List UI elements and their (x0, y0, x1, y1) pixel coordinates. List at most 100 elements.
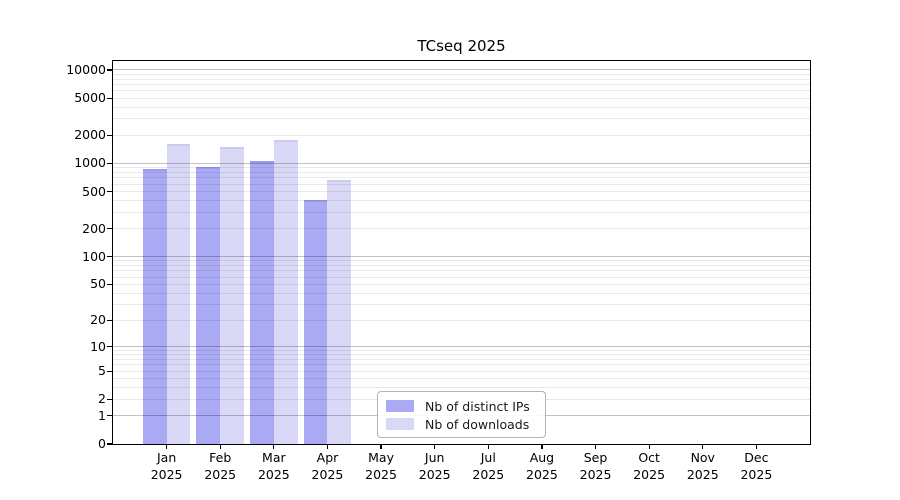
gridline-6000 (113, 90, 810, 92)
y-tick-mark-0 (107, 443, 112, 445)
gridline-80 (113, 265, 810, 267)
bar-distinct-ips-apr (303, 199, 328, 444)
x-tick-label-jul: Jul 2025 (472, 450, 505, 482)
y-tick-label-2000: 2000 (74, 127, 106, 143)
y-tick-mark-5000 (107, 97, 112, 99)
gridline-7 (113, 359, 810, 361)
x-tick-mark-feb (219, 445, 221, 449)
x-tick-mark-jan (166, 445, 168, 449)
y-tick-mark-10000 (107, 69, 112, 71)
x-tick-mark-jun (434, 445, 436, 449)
x-tick-mark-may (380, 445, 382, 449)
x-tick-mark-dec (755, 445, 757, 449)
gridline-1000 (113, 162, 810, 164)
gridline-4 (113, 378, 810, 380)
gridline-400 (113, 200, 810, 202)
gridline-7000 (113, 83, 810, 85)
y-tick-mark-10 (107, 346, 112, 348)
y-tick-label-2: 2 (98, 391, 106, 407)
y-tick-label-100: 100 (82, 248, 106, 264)
y-tick-label-10000: 10000 (66, 61, 106, 77)
x-tick-label-nov: Nov 2025 (686, 450, 719, 482)
x-tick-label-oct: Oct 2025 (633, 450, 666, 482)
gridline-50 (113, 283, 810, 285)
y-tick-mark-2000 (107, 134, 112, 136)
y-tick-mark-500 (107, 190, 112, 193)
x-tick-mark-oct (648, 445, 650, 449)
gridline-60 (113, 276, 810, 278)
gridline-8 (113, 354, 810, 356)
bar-downloads-feb (220, 147, 245, 444)
y-tick-mark-50 (107, 283, 112, 285)
gridline-100 (113, 256, 810, 258)
gridline-700 (113, 177, 810, 179)
y-tick-mark-200 (107, 228, 112, 230)
legend-row-downloads: Nb of downloads (386, 416, 537, 432)
y-tick-label-1000: 1000 (74, 155, 106, 171)
gridline-500 (113, 191, 810, 193)
x-tick-mark-jul (487, 445, 489, 449)
x-tick-mark-nov (702, 445, 704, 449)
legend-label-downloads: Nb of downloads (425, 416, 530, 432)
legend: Nb of distinct IPs Nb of downloads (377, 391, 546, 438)
x-tick-label-may: May 2025 (365, 450, 397, 482)
y-tick-mark-20 (107, 319, 112, 321)
x-tick-mark-sep (594, 445, 597, 449)
gridline-30 (113, 304, 810, 306)
gridline-2000 (113, 134, 810, 136)
gridline-600 (113, 183, 810, 185)
y-tick-mark-100 (107, 255, 112, 258)
bar-distinct-ips-mar (250, 160, 274, 444)
gridline-4000 (113, 106, 810, 108)
gridline-900 (113, 167, 810, 169)
gridline-10000 (113, 69, 810, 71)
gridline-90 (113, 260, 810, 262)
legend-swatch-downloads (386, 418, 414, 430)
gridline-5000 (113, 97, 810, 99)
gridline-3 (113, 387, 810, 389)
legend-label-distinct-ips: Nb of distinct IPs (425, 398, 530, 414)
y-tick-mark-2 (107, 398, 112, 400)
bar-downloads-jan (166, 143, 191, 444)
bar-downloads-mar (273, 139, 298, 444)
y-tick-label-1: 1 (98, 407, 106, 423)
y-tick-label-500: 500 (82, 183, 106, 199)
x-tick-label-feb: Feb 2025 (204, 450, 237, 482)
chart-title: TCseq 2025 (417, 37, 506, 55)
y-tick-label-50: 50 (90, 276, 106, 292)
gridline-200 (113, 228, 810, 230)
plot-area (113, 61, 810, 444)
y-tick-label-5000: 5000 (74, 90, 106, 106)
x-tick-label-dec: Dec 2025 (740, 450, 773, 482)
gridline-6 (113, 364, 810, 366)
y-tick-mark-1 (107, 415, 112, 417)
bar-distinct-ips-jan (142, 168, 167, 444)
gridline-5 (113, 370, 810, 372)
bar-downloads-apr (327, 179, 352, 444)
y-tick-mark-1000 (107, 162, 112, 165)
bar-distinct-ips-feb (196, 166, 221, 444)
x-tick-label-mar: Mar 2025 (257, 450, 290, 482)
gridline-8000 (113, 78, 810, 80)
gridline-40 (113, 292, 810, 294)
gridline-9 (113, 350, 810, 351)
legend-row-distinct-ips: Nb of distinct IPs (386, 398, 537, 414)
legend-swatch-distinct-ips (386, 400, 414, 412)
gridline-300 (113, 211, 810, 213)
y-tick-label-5: 5 (98, 363, 106, 379)
gridline-70 (113, 270, 810, 272)
gridline-800 (113, 172, 810, 173)
x-tick-mark-apr (326, 445, 329, 449)
y-tick-label-10: 10 (90, 338, 106, 354)
x-tick-label-aug: Aug 2025 (526, 450, 558, 482)
y-tick-mark-5 (107, 370, 112, 372)
x-tick-mark-aug (541, 445, 543, 449)
gridline-3000 (113, 118, 810, 120)
y-tick-label-20: 20 (90, 312, 106, 328)
gridline-20 (113, 319, 810, 321)
gridline-10 (113, 346, 810, 348)
x-tick-label-apr: Apr 2025 (311, 450, 344, 482)
y-tick-label-200: 200 (82, 220, 106, 236)
gridline-9000 (113, 73, 810, 75)
